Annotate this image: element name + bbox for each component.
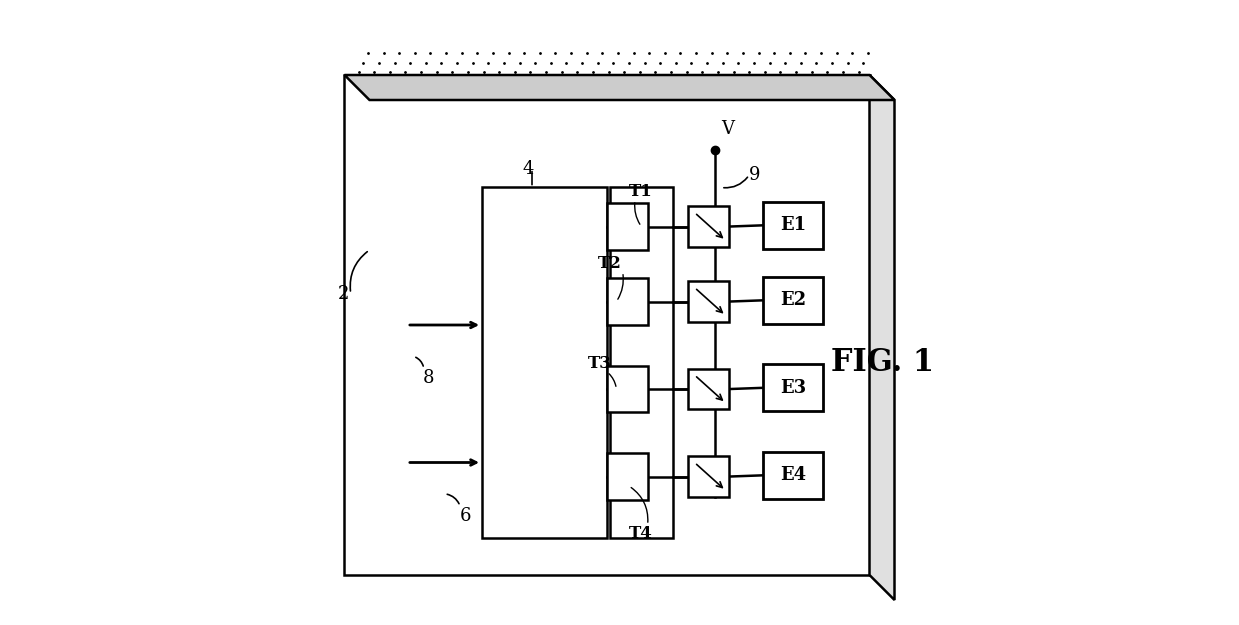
Text: T3: T3 [589,355,612,372]
Polygon shape [610,188,673,538]
Text: 2: 2 [338,285,349,302]
Polygon shape [607,278,648,325]
Polygon shape [763,202,823,249]
Polygon shape [688,281,729,322]
Text: 9: 9 [750,166,761,184]
Polygon shape [607,453,648,500]
Text: V: V [721,119,733,138]
Text: T2: T2 [597,255,622,272]
Polygon shape [763,277,823,324]
Polygon shape [344,75,870,575]
Text: 6: 6 [460,507,472,524]
Polygon shape [688,369,729,409]
Polygon shape [344,75,895,100]
Polygon shape [482,188,607,538]
Text: E3: E3 [779,379,807,397]
Polygon shape [688,456,729,497]
Text: FIG. 1: FIG. 1 [830,347,933,378]
Text: 4: 4 [523,160,534,177]
Polygon shape [763,452,823,499]
Polygon shape [763,364,823,411]
Text: E1: E1 [779,216,807,234]
Text: E2: E2 [779,291,807,309]
Polygon shape [688,206,729,247]
Text: 8: 8 [422,369,434,387]
Polygon shape [607,203,648,250]
Polygon shape [607,366,648,413]
Text: E4: E4 [779,466,807,484]
Text: T4: T4 [629,525,653,542]
Polygon shape [870,75,895,600]
Text: T1: T1 [629,183,653,200]
